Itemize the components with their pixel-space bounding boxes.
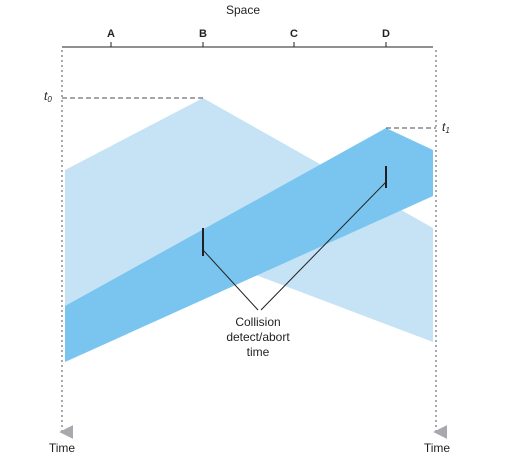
space-label: Space bbox=[226, 3, 260, 17]
station-d-label: D bbox=[382, 28, 390, 40]
collision-annotation-line2: detect/abort bbox=[226, 330, 290, 344]
time-label-right: Time bbox=[424, 441, 451, 455]
collision-annotation-line1: Collision bbox=[235, 315, 280, 329]
station-a-label: A bbox=[107, 28, 115, 40]
signal-wave-d bbox=[65, 128, 433, 362]
station-c-label: C bbox=[290, 28, 298, 40]
t1-label: t1 bbox=[442, 120, 450, 135]
collision-annotation-line3: time bbox=[247, 345, 270, 359]
time-label-left: Time bbox=[49, 441, 76, 455]
leader-line-d bbox=[260, 181, 387, 311]
station-b-label: B bbox=[199, 28, 207, 40]
t0-label: t0 bbox=[44, 89, 52, 104]
leader-line-b bbox=[202, 249, 259, 311]
